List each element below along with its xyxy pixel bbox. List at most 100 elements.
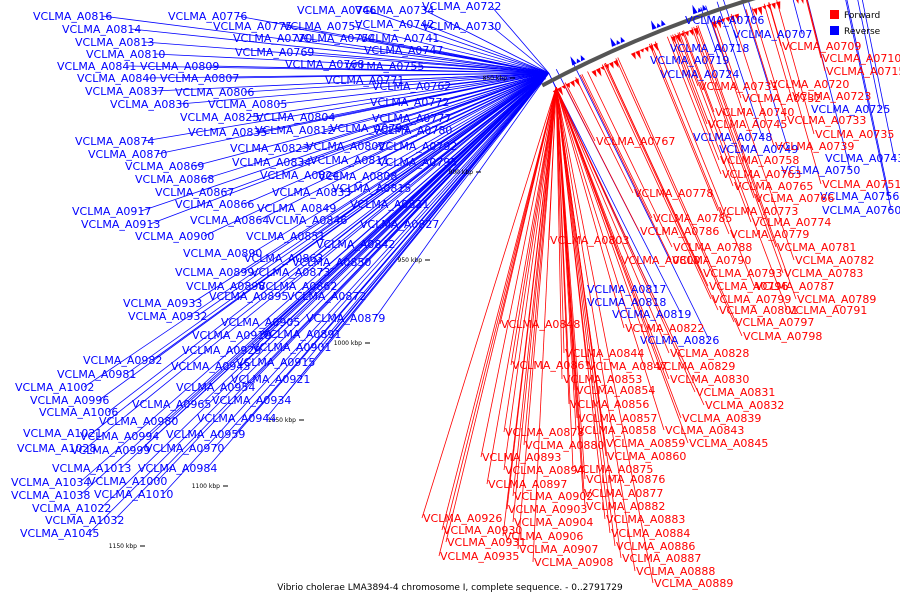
label-connector-line — [555, 87, 577, 431]
reverse-gene-label: VCLMA_A0915 — [236, 356, 315, 369]
forward-gene-arrow — [675, 34, 681, 43]
forward-gene-arrow — [639, 48, 644, 53]
reverse-gene-label: VCLMA_A0836 — [110, 98, 189, 111]
reverse-gene-label: VCLMA_A0816 — [33, 10, 112, 23]
reverse-gene-label: VCLMA_A0812 — [255, 124, 334, 137]
label-connector-line — [200, 72, 550, 405]
reverse-gene-label: VCLMA_A0866 — [175, 198, 254, 211]
label-connector-line — [805, 0, 822, 59]
reverse-gene-label: VCLMA_A0863 — [244, 252, 323, 265]
reverse-gene-label: VCLMA_A0970 — [145, 442, 224, 455]
forward-gene-label: VCLMA_A0876 — [586, 473, 665, 486]
reverse-gene-label: VCLMA_A0870 — [88, 148, 167, 161]
forward-gene-label: VCLMA_A0926 — [423, 512, 502, 525]
forward-gene-label: VCLMA_A0745 — [708, 118, 787, 131]
reverse-gene-arrow — [616, 40, 621, 45]
label-connector-line — [763, 3, 792, 97]
forward-gene-arrow — [771, 2, 776, 10]
label-connector-line — [615, 58, 735, 323]
forward-gene-label: VCLMA_A0786 — [640, 225, 719, 238]
reverse-gene-label: VCLMA_A0768 — [285, 58, 364, 71]
label-connector-line — [512, 87, 557, 497]
reverse-gene-label: VCLMA_A0750 — [781, 164, 860, 177]
label-connector-line — [79, 72, 550, 483]
label-connector-line — [433, 49, 549, 74]
forward-gene-arrow — [670, 35, 676, 44]
label-connector-line — [229, 72, 549, 79]
reverse-gene-label: VCLMA_A0741 — [360, 32, 439, 45]
forward-gene-arrow — [716, 19, 722, 29]
forward-gene-label: VCLMA_A0858 — [577, 424, 656, 437]
label-connector-line — [341, 72, 549, 193]
reverse-gene-label: VCLMA_A0891 — [262, 328, 341, 341]
label-connector-line — [555, 87, 656, 367]
label-connector-line — [555, 87, 622, 559]
forward-gene-label: VCLMA_A0773 — [719, 205, 798, 218]
legend-reverse-swatch — [830, 26, 839, 35]
label-connector-line — [441, 87, 557, 531]
label-connector-line — [555, 87, 625, 329]
reverse-gene-label: VCLMA_A0864 — [190, 214, 269, 227]
forward-gene-label: VCLMA_A0789 — [797, 293, 876, 306]
reverse-gene-label: VCLMA_A0815 — [332, 182, 411, 195]
forward-gene-label: VCLMA_A0839 — [682, 412, 761, 425]
reverse-gene-label: VCLMA_A0840 — [77, 72, 156, 85]
reverse-gene-label: VCLMA_A0824 — [260, 169, 339, 182]
reverse-gene-label: VCLMA_A0725 — [811, 103, 890, 116]
forward-gene-label: VCLMA_A0733 — [787, 114, 866, 127]
reverse-gene-label: VCLMA_A0706 — [685, 14, 764, 27]
reverse-gene-arrow — [692, 4, 698, 15]
reverse-gene-label: VCLMA_A0805 — [208, 98, 287, 111]
reverse-gene-label: VCLMA_A1045 — [20, 527, 99, 540]
forward-gene-arrow — [795, 0, 799, 4]
forward-gene-label: VCLMA_A0793 — [703, 267, 782, 280]
legend-forward-label: Forward — [844, 11, 880, 21]
label-connector-line — [131, 28, 549, 74]
label-connector-line — [768, 2, 822, 185]
label-connector-line — [204, 72, 549, 180]
label-connector-line — [83, 72, 549, 388]
reverse-gene-label: VCLMA_A0825 — [180, 111, 259, 124]
kbp-tick-label: 1050 kbp — [268, 417, 296, 424]
forward-gene-label: VCLMA_A0740 — [715, 106, 794, 119]
forward-gene-label: VCLMA_A0715 — [826, 65, 900, 78]
forward-gene-label: VCLMA_A0767 — [596, 135, 675, 148]
label-connector-line — [555, 87, 611, 534]
forward-gene-arrow — [644, 46, 649, 52]
forward-gene-label: VCLMA_A0845 — [689, 437, 768, 450]
kbp-tick-label: 950 kbp — [398, 257, 423, 264]
label-connector-lines — [79, 0, 895, 584]
reverse-gene-label: VCLMA_A0757 — [283, 20, 362, 33]
forward-gene-label: VCLMA_A0774 — [752, 216, 831, 229]
label-connector-line — [224, 72, 549, 193]
label-connector-line — [213, 72, 550, 449]
label-connector-line — [601, 64, 712, 300]
forward-gene-label: VCLMA_A0832 — [705, 399, 784, 412]
forward-gene-arrow — [608, 61, 614, 69]
forward-gene-label: VCLMA_A0897 — [488, 478, 567, 491]
label-connector-line — [555, 87, 636, 572]
forward-gene-label: VCLMA_A0787 — [755, 280, 834, 293]
label-connector-line — [251, 72, 549, 254]
forward-gene-arrow — [711, 21, 717, 29]
forward-gene-label: VCLMA_A0889 — [654, 577, 733, 590]
forward-gene-label: VCLMA_A0844 — [565, 347, 644, 360]
forward-gene-label: VCLMA_A0800 — [621, 254, 700, 267]
label-connector-line — [512, 87, 557, 523]
forward-gene-arrow — [729, 15, 735, 22]
label-connector-line — [747, 0, 755, 21]
reverse-gene-arrow — [541, 74, 547, 82]
forward-gene-label: VCLMA_A0782 — [795, 254, 874, 267]
label-connector-line — [603, 63, 719, 311]
reverse-gene-label: VCLMA_A0747 — [364, 44, 443, 57]
label-connector-line — [751, 7, 787, 121]
label-connector-line — [555, 87, 654, 584]
label-connector-line — [244, 72, 549, 205]
forward-gene-label: VCLMA_A0801 — [719, 304, 798, 317]
forward-gene-label: VCLMA_A0877 — [584, 487, 663, 500]
label-connector-line — [683, 30, 715, 113]
label-connector-line — [191, 72, 549, 304]
forward-gene-label: VCLMA_A0831 — [696, 386, 775, 399]
reverse-gene-label: VCLMA_A0795 — [378, 156, 457, 169]
reverse-gene-label: VCLMA_A0833 — [272, 186, 351, 199]
